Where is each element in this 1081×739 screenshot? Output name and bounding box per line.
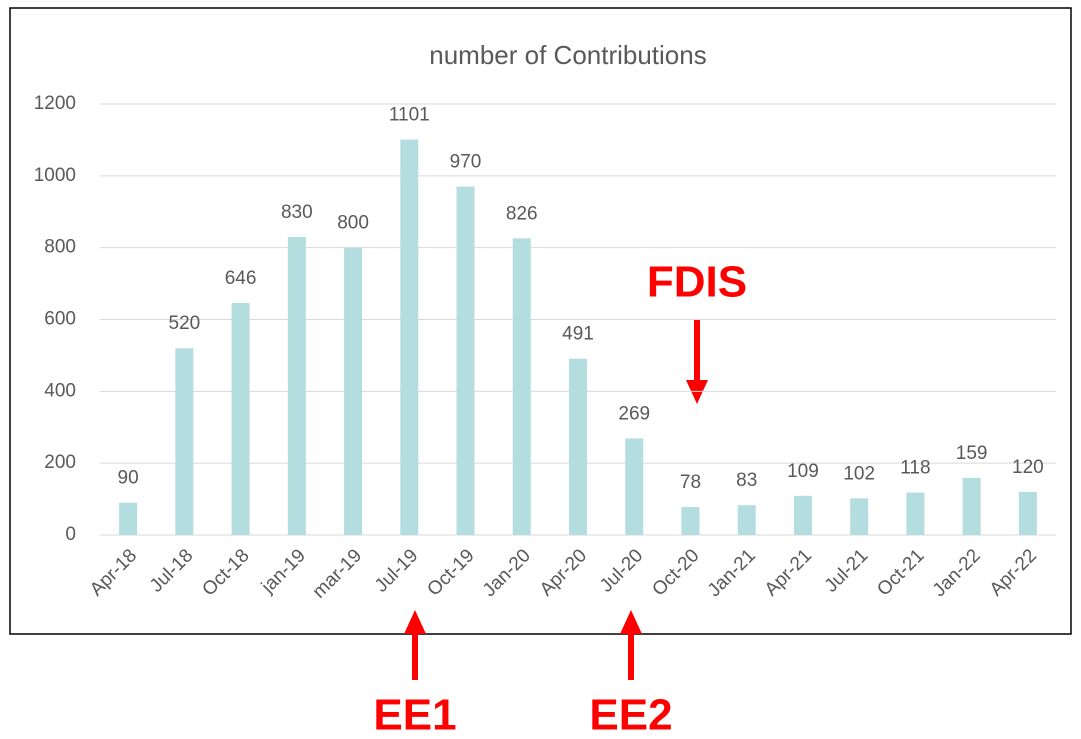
bar [681,506,700,535]
y-tick-label: 200 [44,452,76,473]
data-label: 102 [843,463,875,484]
data-label: 109 [787,461,819,482]
bar [1018,491,1037,535]
bar [400,139,419,535]
y-tick-label: 400 [44,380,76,401]
data-label: 120 [1012,457,1044,478]
y-tick-label: 1000 [34,165,76,186]
bar [287,236,306,535]
data-label: 800 [337,213,369,234]
bar [962,477,981,535]
bar [344,247,363,535]
y-tick-label: 1200 [34,93,76,114]
bar [625,438,644,535]
bar [850,498,869,535]
y-tick-label: 600 [44,309,76,330]
data-label: 118 [900,458,930,479]
data-label: 826 [506,203,538,224]
data-label: 830 [281,202,313,223]
bar [175,348,194,535]
arrows [404,320,708,680]
arrow-head [620,610,642,634]
bar [456,186,475,535]
data-label: 83 [736,470,757,491]
bar [119,502,138,535]
data-label: 78 [680,472,701,493]
bar [906,492,925,535]
bar [231,302,250,535]
data-label: 970 [450,152,482,173]
bar [512,238,531,535]
annotation: FDIS [647,258,747,307]
data-label: 90 [118,468,139,489]
data-label: 646 [225,268,257,289]
annotation: EE1 [373,691,456,739]
arrow-head [686,380,708,404]
data-label: 520 [169,313,201,334]
bar [737,505,756,535]
annotation: EE2 [589,691,672,739]
data-label: 269 [618,403,650,424]
data-label: 1101 [389,105,430,126]
bar [793,495,812,535]
data-label: 159 [956,443,988,464]
chart-title: number of Contributions [429,40,706,70]
arrow-head [404,610,426,634]
y-tick-label: 800 [44,237,76,258]
data-label: 491 [562,324,594,345]
y-tick-label: 0 [65,524,76,545]
bar [569,358,587,535]
